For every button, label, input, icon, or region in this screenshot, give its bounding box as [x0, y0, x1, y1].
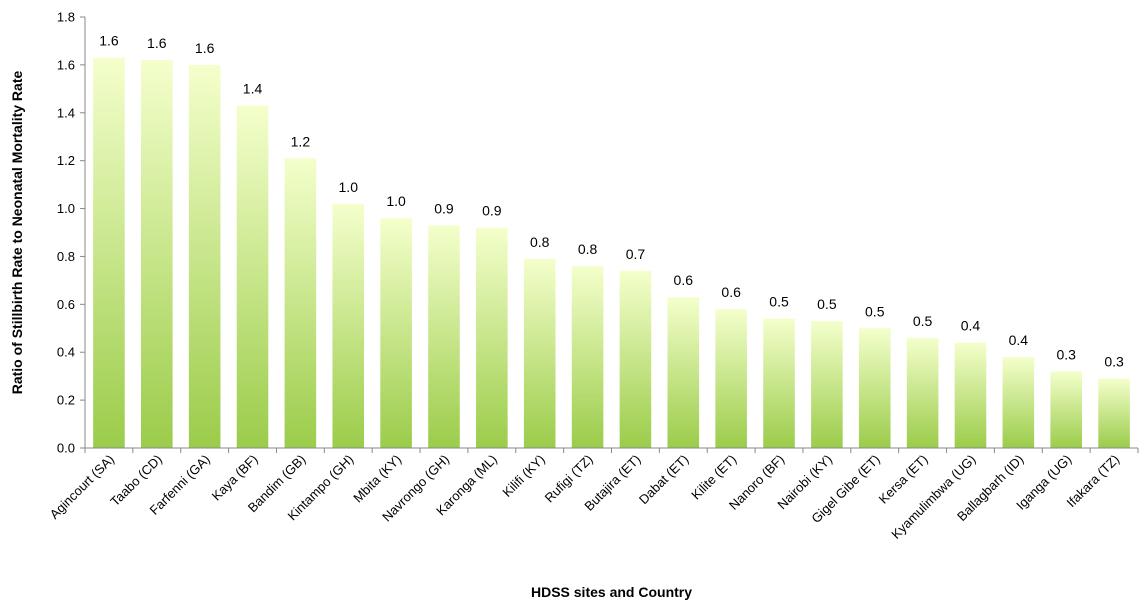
bar-value-label: 0.5 [865, 303, 885, 319]
bar [428, 225, 460, 448]
x-tick-label: Kilifi (KY) [499, 452, 547, 500]
bar [93, 57, 125, 448]
y-axis-title: Ratio of Stillbirth Rate to Neonatal Mor… [9, 71, 25, 395]
bar-value-label: 1.6 [99, 33, 119, 49]
y-tick-label: 0.0 [57, 441, 75, 456]
bar [380, 218, 412, 448]
bar [141, 60, 173, 448]
bar-value-label: 0.9 [482, 203, 502, 219]
y-tick-label: 0.2 [57, 393, 75, 408]
bar-value-label: 0.6 [721, 284, 741, 300]
bar [954, 342, 987, 448]
bars [93, 57, 1130, 448]
bar [763, 318, 795, 448]
bar-value-label: 0.9 [434, 200, 454, 216]
bar [571, 266, 604, 448]
bar [284, 158, 317, 448]
y-tick-label: 1.4 [57, 105, 75, 120]
bar [906, 337, 939, 448]
bar-value-label: 1.4 [243, 81, 263, 97]
bar [715, 309, 747, 448]
bar-value-label: 1.2 [291, 133, 311, 149]
x-tick-label: Agincourt (SA) [47, 452, 117, 522]
bar [1002, 357, 1035, 448]
bar [523, 258, 556, 448]
bar [188, 64, 221, 448]
x-axis-title: HDSS sites and Country [531, 584, 692, 600]
y-tick-label: 1.0 [57, 201, 75, 216]
y-axis-ticks: 0.0 0.2 0.4 0.6 0.8 1.0 1.2 1.4 1.6 1.8 [57, 10, 85, 456]
x-axis-ticks: Agincourt (SA)Taabo (CD)Farfenni (GA)Kay… [47, 448, 1139, 542]
y-tick-label: 0.4 [57, 345, 75, 360]
x-tick-label: Kilite (ET) [688, 452, 739, 503]
bar-value-label: 1.0 [339, 179, 359, 195]
y-tick-label: 0.6 [57, 297, 75, 312]
bar-value-label: 0.5 [817, 296, 837, 312]
bar-value-label: 1.6 [147, 35, 167, 51]
bar [1098, 378, 1130, 448]
bar [476, 227, 508, 448]
bar-value-label: 1.0 [386, 193, 406, 209]
y-tick-label: 0.8 [57, 249, 75, 264]
bar-value-label: 0.8 [578, 241, 598, 257]
x-tick-label: Dabat (ET) [636, 452, 692, 508]
bar [1050, 371, 1082, 448]
bar-value-label: 0.4 [961, 318, 981, 334]
bar-value-label: 0.5 [913, 313, 933, 329]
bar-value-label: 0.8 [530, 234, 550, 250]
bar [619, 270, 652, 448]
bar-value-label: 0.4 [1009, 332, 1029, 348]
y-tick-label: 1.8 [57, 10, 75, 25]
bar [236, 105, 269, 448]
bar [811, 321, 843, 448]
bar-value-label: 0.5 [769, 294, 789, 310]
bar-value-label: 0.3 [1056, 346, 1076, 362]
y-tick-label: 1.2 [57, 153, 75, 168]
bar-value-label: 0.6 [674, 272, 694, 288]
x-tick-label: Kyamulimbwa (UG) [888, 452, 978, 542]
bar-value-label: 1.6 [195, 40, 215, 56]
bar [332, 203, 365, 448]
bar-value-label: 0.3 [1104, 354, 1124, 370]
data-labels: 1.6 1.6 1.6 1.4 1.2 1.0 1.0 0.9 0.9 0.8 0.8 0.7 0.6 0… [99, 33, 1124, 370]
y-tick-label: 1.6 [57, 57, 75, 72]
bar-value-label: 0.7 [626, 246, 646, 262]
bar [858, 328, 891, 448]
bar [667, 297, 700, 448]
